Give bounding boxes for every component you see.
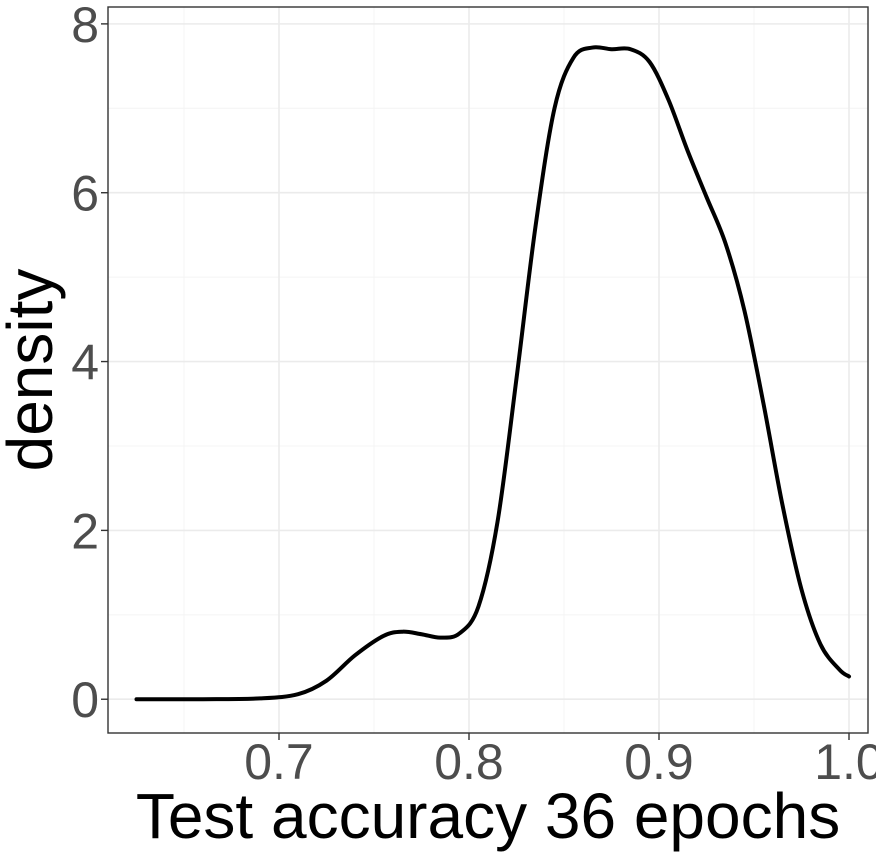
density-curve xyxy=(134,45,851,702)
x-axis-ticks: 0.7 0.8 0.9 1.0 xyxy=(244,733,876,790)
plot-panel-border xyxy=(107,6,869,734)
major-gridlines xyxy=(108,7,868,733)
y-tick-label: 2 xyxy=(71,503,99,559)
x-tick-label: 1.0 xyxy=(814,734,876,790)
minor-gridlines xyxy=(108,7,868,733)
y-axis-ticks: 0 2 4 6 8 xyxy=(71,0,108,728)
x-tick-label: 0.7 xyxy=(244,734,314,790)
x-tick-label: 0.9 xyxy=(624,734,694,790)
x-tick-label: 0.8 xyxy=(434,734,504,790)
y-axis-title: density xyxy=(0,269,66,472)
y-tick-label: 4 xyxy=(71,335,99,391)
x-axis-title: Test accuracy 36 epochs xyxy=(136,780,840,852)
y-tick-label: 8 xyxy=(71,0,99,53)
y-tick-label: 0 xyxy=(71,672,99,728)
y-tick-label: 6 xyxy=(71,166,99,222)
